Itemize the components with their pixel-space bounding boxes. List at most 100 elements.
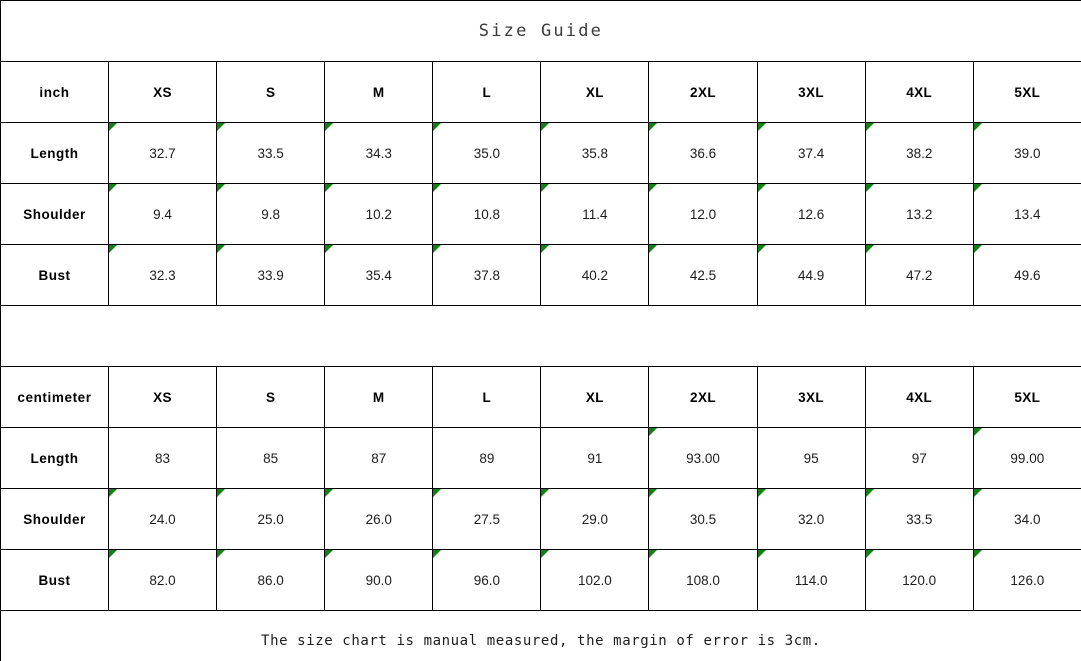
cell-comment-marker-icon (649, 550, 658, 558)
measurement-cell: 120.0 (864, 549, 974, 611)
measurement-value: 90.0 (365, 572, 392, 588)
measurement-value: 47.2 (906, 267, 933, 283)
measurement-cell: 35.8 (540, 122, 650, 184)
cell-comment-marker-icon (541, 489, 550, 497)
cell-comment-marker-icon (325, 550, 334, 558)
measurement-cell: 97 (864, 427, 974, 489)
measurement-cell: 33.5 (216, 122, 326, 184)
size-header-5xl: 5XL (972, 366, 1081, 428)
measurement-value: 32.3 (149, 267, 176, 283)
cell-comment-marker-icon (217, 123, 226, 131)
measurement-cell: 27.5 (432, 488, 542, 550)
row-label-shoulder: Shoulder (0, 488, 109, 550)
cell-comment-marker-icon (325, 489, 334, 497)
cell-comment-marker-icon (757, 123, 766, 131)
measurement-cell: 12.0 (648, 183, 758, 245)
size-header-xl: XL (540, 61, 650, 123)
cell-comment-marker-icon (757, 489, 766, 497)
measurement-cell: 33.9 (216, 244, 326, 306)
measurement-cell: 36.6 (648, 122, 758, 184)
measurement-cell: 29.0 (540, 488, 650, 550)
cell-comment-marker-icon (757, 550, 766, 558)
measurement-value: 33.9 (257, 267, 284, 283)
header-row-centimeter: centimeter XS S M L XL 2XL 3XL 4XL 5XL (0, 366, 1081, 428)
measurement-value: 108.0 (686, 572, 720, 588)
measurement-value: 42.5 (689, 267, 717, 283)
measurement-value: 126.0 (1010, 572, 1045, 588)
measurement-value: 96.0 (473, 572, 500, 588)
measurement-cell: 32.3 (107, 244, 218, 306)
table-spacer (0, 305, 1081, 367)
cell-comment-marker-icon (541, 123, 550, 131)
cell-comment-marker-icon (973, 428, 982, 436)
cell-comment-marker-icon (217, 550, 226, 558)
measurement-value: 38.2 (906, 145, 933, 161)
measurement-value: 39.0 (1014, 145, 1041, 161)
cell-comment-marker-icon (865, 184, 874, 192)
cell-comment-marker-icon (433, 489, 442, 497)
size-header-xs: XS (107, 366, 218, 428)
cell-comment-marker-icon (109, 245, 117, 253)
cell-comment-marker-icon (649, 184, 658, 192)
measurement-cell: 90.0 (324, 549, 434, 611)
measurement-cell: 10.8 (432, 183, 542, 245)
measurement-value: 49.6 (1014, 267, 1041, 283)
header-row-inch: inch XS S M L XL 2XL 3XL 4XL 5XL (0, 61, 1081, 123)
measurement-value: 11.4 (582, 206, 608, 222)
measurement-cell: 83 (107, 427, 218, 489)
table-row: Shoulder 9.4 9.8 10.2 10.8 11.4 12.0 12.6 13.2 13… (0, 183, 1081, 245)
unit-header-inch: inch (0, 61, 109, 123)
measurement-value: 83 (155, 450, 171, 466)
measurement-value: 10.2 (365, 206, 392, 222)
page-title: Size Guide (0, 0, 1081, 62)
measurement-cell: 32.0 (756, 488, 866, 550)
cell-comment-marker-icon (973, 489, 982, 497)
measurement-cell: 114.0 (756, 549, 866, 611)
measurement-value: 37.4 (797, 145, 825, 161)
measurement-cell: 9.8 (216, 183, 326, 245)
measurement-cell: 82.0 (107, 549, 218, 611)
measurement-value: 34.3 (365, 145, 392, 161)
size-header-2xl: 2XL (648, 366, 758, 428)
size-header-4xl: 4XL (864, 366, 974, 428)
row-label-length: Length (0, 427, 109, 489)
measurement-value: 34.0 (1014, 511, 1041, 527)
cell-comment-marker-icon (541, 184, 550, 192)
size-header-s: S (216, 61, 326, 123)
measurement-cell: 34.3 (324, 122, 434, 184)
cell-comment-marker-icon (649, 245, 658, 253)
measurement-cell: 85 (216, 427, 326, 489)
measurement-value: 89 (479, 450, 495, 466)
measurement-value: 35.8 (581, 145, 609, 161)
row-label-length: Length (0, 122, 109, 184)
measurement-cell: 44.9 (756, 244, 866, 306)
cell-comment-marker-icon (109, 184, 117, 192)
measurement-cell: 10.2 (324, 183, 434, 245)
measurement-value: 13.2 (906, 206, 933, 222)
measurement-value: 12.6 (797, 206, 825, 222)
footer-note-row: The size chart is manual measured, the m… (0, 610, 1081, 661)
measurement-cell: 13.4 (972, 183, 1081, 245)
row-label-bust: Bust (0, 244, 109, 306)
measurement-value: 44.9 (797, 267, 825, 283)
cell-comment-marker-icon (973, 123, 982, 131)
measurement-cell: 12.6 (756, 183, 866, 245)
table-spacer-row (0, 305, 1081, 367)
cell-comment-marker-icon (865, 550, 874, 558)
cell-comment-marker-icon (433, 245, 442, 253)
measurement-value: 35.0 (473, 145, 500, 161)
cell-comment-marker-icon (865, 245, 874, 253)
measurement-value: 99.00 (1010, 450, 1045, 466)
measurement-cell: 96.0 (432, 549, 542, 611)
measurement-value: 91 (587, 450, 603, 466)
table-row: Length 83 85 87 89 91 93.00 95 97 99.00 (0, 427, 1081, 489)
size-header-m: M (324, 366, 434, 428)
measurement-cell: 40.2 (540, 244, 650, 306)
measurement-cell: 42.5 (648, 244, 758, 306)
size-header-3xl: 3XL (756, 366, 866, 428)
measurement-cell: 39.0 (972, 122, 1081, 184)
cell-comment-marker-icon (757, 245, 766, 253)
cell-comment-marker-icon (865, 123, 874, 131)
measurement-value: 9.4 (153, 206, 172, 222)
